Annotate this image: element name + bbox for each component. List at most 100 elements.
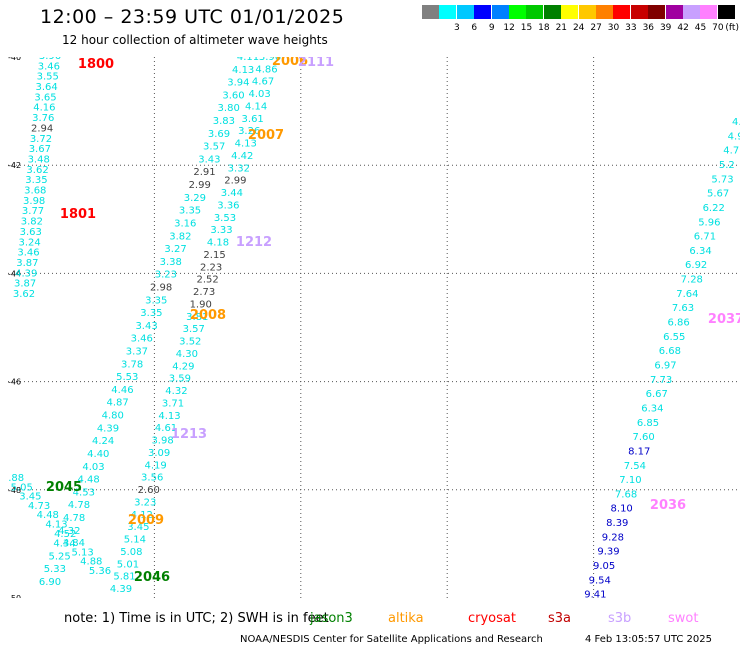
swh-value: 3.36 xyxy=(217,200,239,211)
altimeter-tracks: 3.963.463.553.643.654.163.762.943.723.67… xyxy=(8,57,740,598)
pass-time-label: 2045 xyxy=(46,480,82,495)
swh-value: 3.46 xyxy=(38,61,60,72)
swh-value: 2.52 xyxy=(196,275,218,286)
swh-value: 4.12 xyxy=(131,510,153,521)
satellite-legend-item: s3b xyxy=(608,611,632,626)
swh-value: 3.96 xyxy=(39,57,61,62)
swh-value: 4.40 xyxy=(87,449,109,460)
swh-value: 4.67 xyxy=(252,77,274,88)
swh-value: 3.35 xyxy=(145,295,167,306)
axis-ticks: -45-42-39-36-33-30-40-42-44-46-48-50 xyxy=(8,57,21,598)
swh-value: 9.54 xyxy=(589,575,611,586)
swh-value: 3.96 xyxy=(259,57,281,63)
swh-value: 7.68 xyxy=(615,489,637,500)
legend-swatch xyxy=(578,5,596,19)
swh-value: 6.97 xyxy=(654,361,676,372)
swh-value: 3.46 xyxy=(17,248,39,259)
swh-value: 9.41 xyxy=(584,590,606,598)
satellite-legend-item: altika xyxy=(388,611,424,626)
pass-time-label: 1213 xyxy=(171,427,207,442)
swh-value: 3.29 xyxy=(184,193,206,204)
swh-value: 3.62 xyxy=(26,165,48,176)
legend-swatch xyxy=(439,5,457,19)
swh-value: 6.34 xyxy=(641,403,663,414)
swh-value: 4.11 xyxy=(237,57,259,63)
swh-value: 6.68 xyxy=(659,346,681,357)
swh-value: 3.69 xyxy=(208,129,230,140)
legend-bin-label: 45 xyxy=(694,23,707,33)
swh-value: 3.26 xyxy=(238,126,260,137)
pass-time-label: 2111 xyxy=(298,57,334,70)
legend-swatch xyxy=(630,5,648,19)
legend-bin-label: 12 xyxy=(503,23,515,33)
swh-value: 7.10 xyxy=(619,475,641,486)
swh-value: 6.22 xyxy=(703,203,725,214)
swh-value: 6.55 xyxy=(663,332,685,343)
swh-value: 4.61 xyxy=(155,423,177,434)
swh-value: 4.03 xyxy=(248,89,270,100)
legend-swatch xyxy=(526,5,544,19)
legend-bin-label: 6 xyxy=(471,23,478,33)
legend-bin-label: 33 xyxy=(625,23,637,33)
swh-value: 5.53 xyxy=(116,372,138,383)
swh-value: 5.25 xyxy=(49,551,71,562)
legend-swatch xyxy=(596,5,613,19)
swh-value: 3.45 xyxy=(19,492,41,503)
legend-swatch xyxy=(474,5,492,19)
swh-value: 4.39 xyxy=(15,268,37,279)
swh-value: 5.01 xyxy=(117,559,139,570)
swh-value: 4.86 xyxy=(255,64,277,75)
swh-value: 4.03 xyxy=(82,462,104,473)
swh-value: 3.46 xyxy=(131,334,153,345)
legend-swatch xyxy=(700,5,718,19)
legend-swatch xyxy=(665,5,683,19)
swh-value: 3.37 xyxy=(126,347,148,358)
swh-value: 1.90 xyxy=(190,299,212,310)
swh-value: 6.92 xyxy=(685,260,707,271)
swh-value: 4.13 xyxy=(45,520,67,531)
swh-value: 6.85 xyxy=(637,418,659,429)
swh-value: 3.27 xyxy=(164,244,186,255)
legend-bin-label: 30 xyxy=(607,23,620,33)
swh-value: 3.71 xyxy=(162,398,184,409)
swh-value: 5.2 xyxy=(719,160,735,171)
pass-time-label: 2036 xyxy=(650,498,686,513)
swh-value: 3.81 xyxy=(186,312,208,323)
swh-value: 3.43 xyxy=(135,321,157,332)
swh-value: 3.09 xyxy=(148,448,170,459)
swh-value: 3.35 xyxy=(140,308,162,319)
satellite-legend-item: cryosat xyxy=(468,611,516,626)
swh-value: 4.14 xyxy=(245,101,267,112)
swh-value: 3.52 xyxy=(179,337,201,348)
swh-value: 7.60 xyxy=(632,432,654,443)
legend-swatch xyxy=(648,5,666,19)
swh-value: 3.45 xyxy=(127,522,149,533)
pass-time-label: 1801 xyxy=(60,207,96,222)
swh-value: 8.39 xyxy=(606,518,628,529)
legend-bin-label: 27 xyxy=(590,23,602,33)
swh-value: 3.82 xyxy=(169,231,191,242)
swh-value: 3.98 xyxy=(23,196,45,207)
swh-value: 6.34 xyxy=(689,246,711,257)
generation-timestamp: 4 Feb 13:05:57 UTC 2025 xyxy=(585,634,712,645)
legend-bin-label: 21 xyxy=(555,23,568,33)
swh-value: 7.28 xyxy=(681,275,703,286)
legend-bin-label: 70 xyxy=(712,23,724,33)
legend-swatch xyxy=(561,5,579,19)
swh-value: 3.87 xyxy=(16,258,38,269)
swh-value: 6.67 xyxy=(646,389,668,400)
swh-value: 5.96 xyxy=(698,217,720,228)
swh-value: 3.67 xyxy=(29,144,51,155)
pass-time-label: 2046 xyxy=(134,570,170,585)
swh-value: 3.68 xyxy=(24,186,46,197)
swh-value: 5.73 xyxy=(711,174,733,185)
swh-value: 3.33 xyxy=(210,225,232,236)
swh-value: 4.29 xyxy=(172,361,194,372)
swh-value: 5.81 xyxy=(113,572,135,583)
swh-value: 8.17 xyxy=(628,446,650,457)
swh-value: 4.80 xyxy=(102,411,124,422)
swh-value: 9.39 xyxy=(597,547,619,558)
swh-value: 3.72 xyxy=(30,134,52,145)
legend-bin-label: 3 xyxy=(454,23,460,33)
swh-value: 3.60 xyxy=(222,90,244,101)
